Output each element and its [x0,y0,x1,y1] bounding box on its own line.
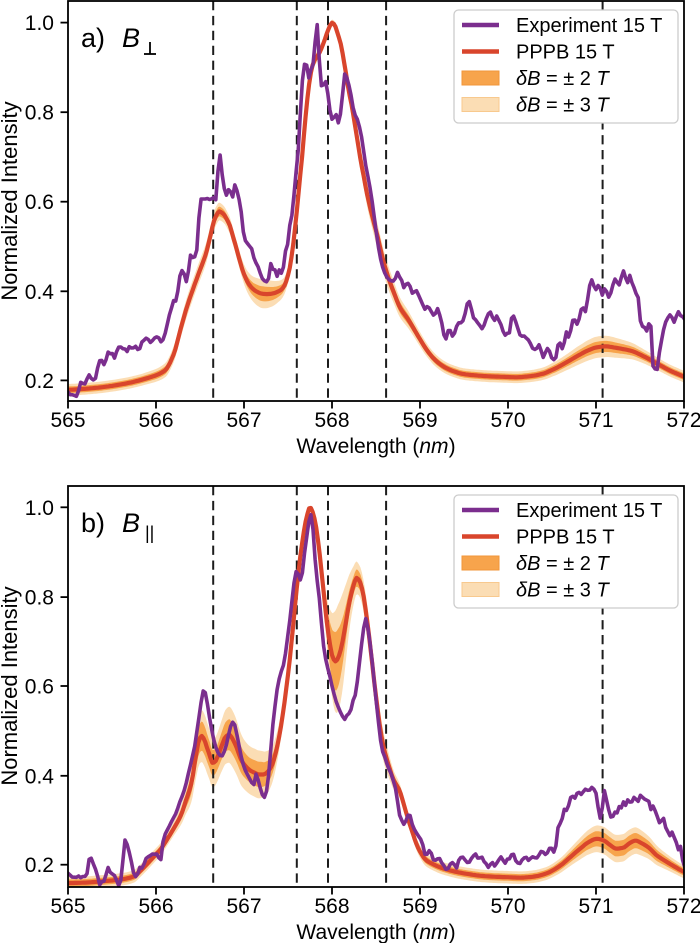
svg-text:Experiment 15 T: Experiment 15 T [516,500,662,522]
svg-text:Normalized Intensity: Normalized Intensity [0,101,22,300]
svg-text:568: 568 [314,895,349,918]
svg-text:569: 569 [402,895,437,918]
svg-text:b): b) [81,508,105,538]
svg-text:566: 566 [138,409,173,432]
svg-text:Wavelength (nm): Wavelength (nm) [296,921,455,943]
svg-text:1.0: 1.0 [25,12,54,35]
svg-text:PPPB 15 T: PPPB 15 T [516,42,615,64]
svg-text:0.6: 0.6 [25,191,54,214]
svg-text:569: 569 [402,409,437,432]
svg-text:0.8: 0.8 [25,102,54,125]
svg-text:B: B [122,23,140,53]
svg-text:δB = ± 2 T: δB = ± 2 T [516,553,610,575]
svg-text:571: 571 [578,895,613,918]
svg-text:571: 571 [578,409,613,432]
svg-text:565: 565 [50,895,85,918]
svg-text:0.8: 0.8 [25,587,54,610]
svg-text:567: 567 [226,895,261,918]
svg-text:0.2: 0.2 [25,854,54,877]
svg-text:Wavelength (nm): Wavelength (nm) [296,435,455,458]
svg-text:567: 567 [226,409,261,432]
svg-text:||: || [145,523,154,543]
svg-text:δB = ± 3 T: δB = ± 3 T [516,95,610,117]
svg-text:565: 565 [50,409,85,432]
svg-text:566: 566 [138,895,173,918]
svg-text:570: 570 [490,409,525,432]
svg-text:a): a) [81,23,105,53]
svg-text:0.6: 0.6 [25,676,54,699]
svg-text:570: 570 [490,895,525,918]
svg-text:0.2: 0.2 [25,370,54,393]
svg-text:572: 572 [666,895,700,918]
svg-text:Experiment 15 T: Experiment 15 T [516,15,662,37]
svg-text:Normalized Intensity: Normalized Intensity [0,586,22,785]
svg-text:572: 572 [666,409,700,432]
svg-text:1.0: 1.0 [25,497,54,520]
svg-text:0.4: 0.4 [25,765,55,788]
svg-text:0.4: 0.4 [25,281,55,304]
svg-text:δB = ± 3 T: δB = ± 3 T [516,580,610,602]
svg-text:568: 568 [314,409,349,432]
svg-text:PPPB 15 T: PPPB 15 T [516,527,615,549]
svg-text:δB = ± 2 T: δB = ± 2 T [516,68,610,90]
svg-text:B: B [122,508,140,538]
